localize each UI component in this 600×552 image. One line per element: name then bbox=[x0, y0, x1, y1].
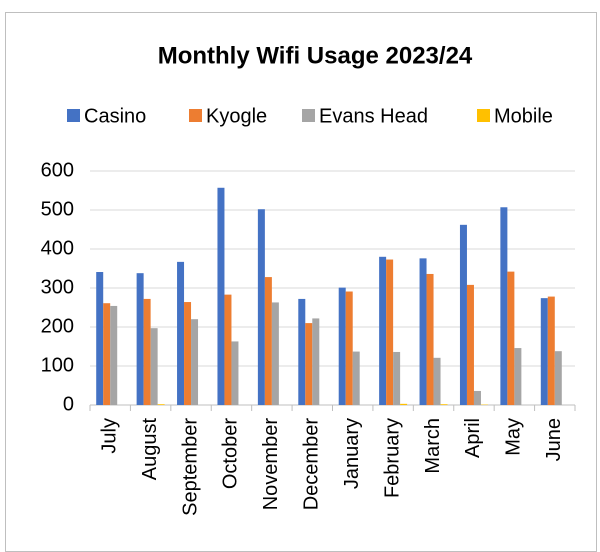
bar bbox=[305, 323, 313, 405]
y-tick-label: 0 bbox=[63, 393, 74, 415]
bar bbox=[433, 357, 441, 405]
bar bbox=[271, 302, 279, 405]
bar bbox=[419, 258, 427, 405]
legend-label: Casino bbox=[84, 105, 146, 127]
bar bbox=[264, 277, 272, 405]
bar bbox=[150, 328, 158, 405]
y-tick-label: 500 bbox=[41, 198, 74, 220]
bar bbox=[136, 273, 144, 405]
bar bbox=[386, 259, 394, 405]
chart-title: Monthly Wifi Usage 2023/24 bbox=[158, 42, 473, 69]
bar bbox=[157, 404, 165, 405]
bar bbox=[217, 187, 225, 405]
bar bbox=[110, 305, 118, 405]
x-tick-label: January bbox=[341, 418, 363, 489]
bar bbox=[224, 294, 232, 405]
bar bbox=[507, 271, 515, 405]
bar bbox=[500, 207, 508, 405]
x-tick-label: December bbox=[301, 418, 323, 511]
bar bbox=[96, 272, 104, 405]
bar bbox=[103, 303, 111, 405]
bar bbox=[379, 256, 387, 405]
bar bbox=[338, 287, 346, 405]
legend-swatch bbox=[189, 109, 202, 122]
x-tick-label: April bbox=[462, 418, 484, 458]
bar bbox=[426, 273, 434, 405]
bar bbox=[554, 351, 562, 405]
x-tick-label: June bbox=[543, 418, 565, 461]
x-tick-label: August bbox=[139, 418, 161, 481]
legend-label: Evans Head bbox=[319, 105, 428, 127]
x-tick-label: February bbox=[381, 418, 403, 498]
bar bbox=[184, 302, 192, 405]
bar bbox=[191, 319, 199, 405]
x-tick-label: March bbox=[422, 418, 444, 474]
x-tick-label: November bbox=[260, 418, 282, 511]
y-tick-label: 200 bbox=[41, 315, 74, 337]
x-tick-label: October bbox=[220, 418, 242, 489]
legend-label: Kyogle bbox=[206, 105, 267, 127]
legend-swatch bbox=[67, 109, 80, 122]
bar bbox=[298, 298, 306, 405]
bar bbox=[393, 351, 401, 405]
bar bbox=[473, 390, 481, 405]
x-tick-label: May bbox=[503, 418, 525, 456]
bar bbox=[177, 261, 185, 405]
y-tick-label: 600 bbox=[41, 159, 74, 181]
bar bbox=[352, 351, 360, 405]
legend-swatch bbox=[477, 109, 490, 122]
bar bbox=[257, 209, 265, 405]
bar bbox=[514, 348, 522, 405]
legend-label: Mobile bbox=[494, 105, 553, 127]
bar bbox=[459, 224, 467, 405]
bar bbox=[231, 341, 239, 405]
y-tick-label: 100 bbox=[41, 354, 74, 376]
bar bbox=[540, 298, 548, 405]
y-tick-label: 300 bbox=[41, 276, 74, 298]
bar bbox=[466, 284, 474, 405]
bar bbox=[400, 403, 408, 405]
bar bbox=[345, 291, 353, 405]
x-tick-label: July bbox=[98, 418, 120, 454]
bar bbox=[440, 404, 448, 405]
y-tick-label: 400 bbox=[41, 237, 74, 259]
legend-swatch bbox=[302, 109, 315, 122]
chart-border bbox=[5, 12, 597, 552]
bar bbox=[547, 296, 555, 405]
bar bbox=[312, 318, 320, 405]
bar bbox=[143, 298, 151, 405]
x-tick-label: September bbox=[179, 418, 201, 516]
